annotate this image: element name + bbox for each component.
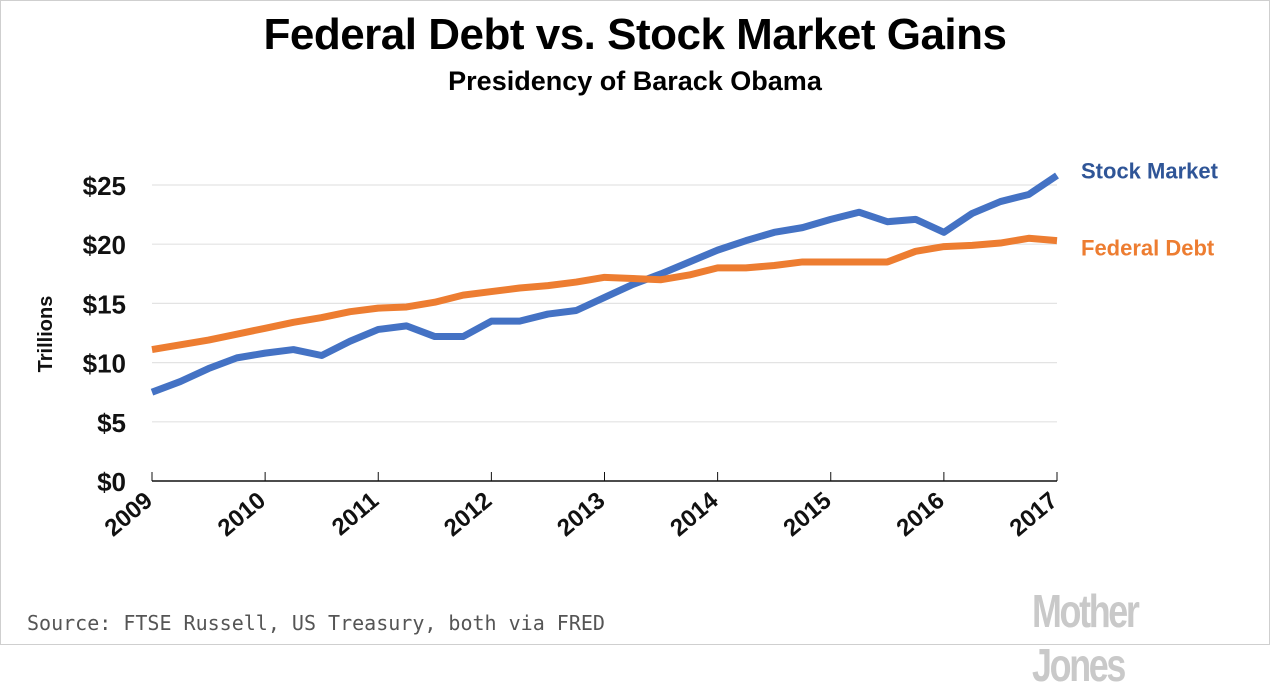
chart-subtitle: Presidency of Barack Obama [448, 66, 822, 96]
legend-label-stock-market: Stock Market [1081, 159, 1219, 184]
y-tick-label: $10 [83, 349, 126, 379]
source-note: Source: FTSE Russell, US Treasury, both … [27, 611, 605, 635]
x-tick-label: 2016 [891, 487, 949, 542]
series-lines [150, 172, 1059, 396]
mother-jones-logo: Mother Jones [1032, 585, 1140, 691]
y-tick-label: $20 [83, 230, 126, 260]
y-axis-label: Trillions [35, 296, 57, 373]
y-tick-label: $25 [83, 171, 126, 201]
y-tick-label: $15 [83, 289, 126, 319]
y-tick-label: $0 [97, 467, 126, 497]
x-tick-label: 2011 [327, 487, 384, 541]
y-tick-labels: $0 $5 $10 $15 $20 $25 [83, 171, 126, 497]
series-line-federal-debt [151, 234, 1058, 354]
x-tick-label: 2014 [665, 486, 724, 541]
x-tick-label: 2017 [1005, 487, 1063, 542]
x-tick-label: 2012 [439, 487, 497, 542]
x-tick-label: 2010 [213, 487, 271, 542]
legend: Stock Market Federal Debt [1081, 159, 1219, 261]
chart-title: Federal Debt vs. Stock Market Gains [263, 10, 1007, 59]
gridlines [152, 184, 1057, 423]
x-tick-label: 2015 [778, 487, 836, 542]
line-chart: $0$5$10$15$20$25 2009 2010 2011 2012 2013 201… [35, 159, 1219, 542]
x-tick-labels: 2009 2010 2011 2012 2013 2014 2015 2016 2017 [100, 486, 1063, 541]
x-axis [151, 472, 1058, 482]
y-tick-label: $5 [97, 408, 126, 438]
series-line-stock-market [150, 172, 1059, 396]
legend-label-federal-debt: Federal Debt [1081, 236, 1215, 261]
x-tick-label: 2013 [552, 487, 610, 542]
